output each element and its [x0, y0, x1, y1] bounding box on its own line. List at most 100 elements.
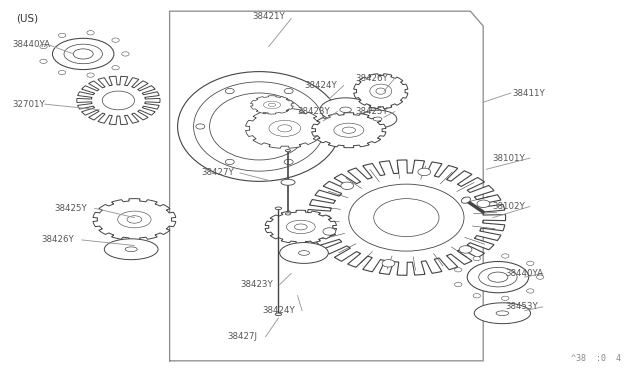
Circle shape	[40, 44, 47, 49]
Polygon shape	[246, 109, 324, 148]
Text: 38440YA: 38440YA	[13, 40, 51, 49]
Circle shape	[341, 182, 354, 189]
Ellipse shape	[264, 101, 280, 109]
Circle shape	[225, 89, 234, 94]
Ellipse shape	[474, 303, 531, 324]
Circle shape	[454, 282, 462, 287]
Ellipse shape	[275, 313, 282, 315]
Circle shape	[284, 159, 293, 164]
Circle shape	[418, 168, 431, 176]
Ellipse shape	[73, 49, 93, 59]
Text: 38423Y: 38423Y	[240, 280, 273, 289]
Circle shape	[323, 228, 336, 235]
Circle shape	[473, 294, 481, 298]
Circle shape	[112, 38, 119, 42]
Circle shape	[40, 59, 47, 64]
Text: 38427J: 38427J	[227, 332, 257, 341]
Ellipse shape	[342, 127, 355, 133]
Circle shape	[454, 267, 462, 272]
Circle shape	[58, 70, 66, 75]
Circle shape	[314, 124, 323, 129]
Ellipse shape	[64, 44, 102, 64]
Ellipse shape	[278, 125, 292, 132]
Circle shape	[284, 89, 293, 94]
Ellipse shape	[194, 82, 325, 171]
Ellipse shape	[370, 84, 392, 98]
Text: 38424Y: 38424Y	[304, 81, 337, 90]
Ellipse shape	[340, 107, 351, 112]
Circle shape	[225, 159, 234, 164]
Polygon shape	[77, 76, 160, 125]
Polygon shape	[251, 96, 293, 114]
Ellipse shape	[178, 71, 341, 181]
Ellipse shape	[461, 197, 470, 203]
Text: 38424Y: 38424Y	[262, 306, 295, 315]
Text: 38423Y: 38423Y	[298, 107, 330, 116]
Text: 38421Y: 38421Y	[253, 12, 285, 21]
Ellipse shape	[52, 38, 114, 70]
Ellipse shape	[285, 213, 291, 215]
Circle shape	[536, 275, 544, 279]
Ellipse shape	[125, 247, 137, 251]
Text: 38427Y: 38427Y	[202, 169, 234, 177]
Ellipse shape	[467, 262, 529, 293]
Circle shape	[527, 261, 534, 266]
Circle shape	[502, 296, 509, 301]
Ellipse shape	[373, 117, 382, 121]
Text: ^38  :0  4: ^38 :0 4	[571, 354, 621, 363]
Ellipse shape	[269, 120, 301, 137]
Ellipse shape	[374, 199, 439, 237]
Ellipse shape	[102, 91, 134, 110]
Text: 38425Y: 38425Y	[355, 107, 388, 116]
Ellipse shape	[298, 251, 310, 255]
Text: 38101Y: 38101Y	[493, 154, 525, 163]
Ellipse shape	[275, 207, 282, 209]
Text: (US): (US)	[16, 13, 38, 23]
Ellipse shape	[479, 267, 517, 287]
Ellipse shape	[210, 93, 309, 160]
Circle shape	[527, 289, 534, 293]
Ellipse shape	[294, 224, 307, 230]
Ellipse shape	[320, 98, 371, 122]
Ellipse shape	[349, 184, 464, 251]
Circle shape	[459, 246, 472, 253]
Circle shape	[87, 73, 94, 77]
Circle shape	[473, 256, 481, 261]
Ellipse shape	[127, 216, 142, 223]
Ellipse shape	[281, 179, 295, 185]
Ellipse shape	[268, 103, 276, 106]
Ellipse shape	[342, 121, 355, 132]
Circle shape	[477, 200, 490, 208]
Circle shape	[382, 260, 395, 267]
Text: 38425Y: 38425Y	[54, 204, 87, 213]
Polygon shape	[354, 74, 408, 109]
Polygon shape	[93, 199, 176, 240]
Circle shape	[502, 254, 509, 258]
Ellipse shape	[376, 88, 386, 94]
Ellipse shape	[104, 239, 158, 260]
Ellipse shape	[358, 110, 397, 128]
Ellipse shape	[496, 311, 509, 315]
Polygon shape	[312, 113, 386, 148]
Ellipse shape	[488, 272, 508, 282]
Circle shape	[112, 65, 119, 70]
Polygon shape	[307, 160, 506, 275]
Ellipse shape	[280, 243, 328, 263]
Text: 38440YA: 38440YA	[506, 269, 543, 278]
Ellipse shape	[287, 220, 315, 234]
Ellipse shape	[336, 116, 362, 137]
Text: 38426Y: 38426Y	[355, 74, 388, 83]
Circle shape	[87, 31, 94, 35]
Circle shape	[58, 33, 66, 38]
Ellipse shape	[334, 123, 364, 137]
Circle shape	[196, 124, 205, 129]
Polygon shape	[265, 210, 337, 244]
Text: 38102Y: 38102Y	[493, 202, 525, 211]
Circle shape	[122, 52, 129, 56]
Text: 32701Y: 32701Y	[13, 100, 45, 109]
Text: 38453Y: 38453Y	[506, 302, 538, 311]
Ellipse shape	[118, 211, 151, 228]
Text: 38426Y: 38426Y	[42, 235, 74, 244]
Ellipse shape	[285, 150, 291, 152]
Text: 38411Y: 38411Y	[512, 89, 545, 97]
